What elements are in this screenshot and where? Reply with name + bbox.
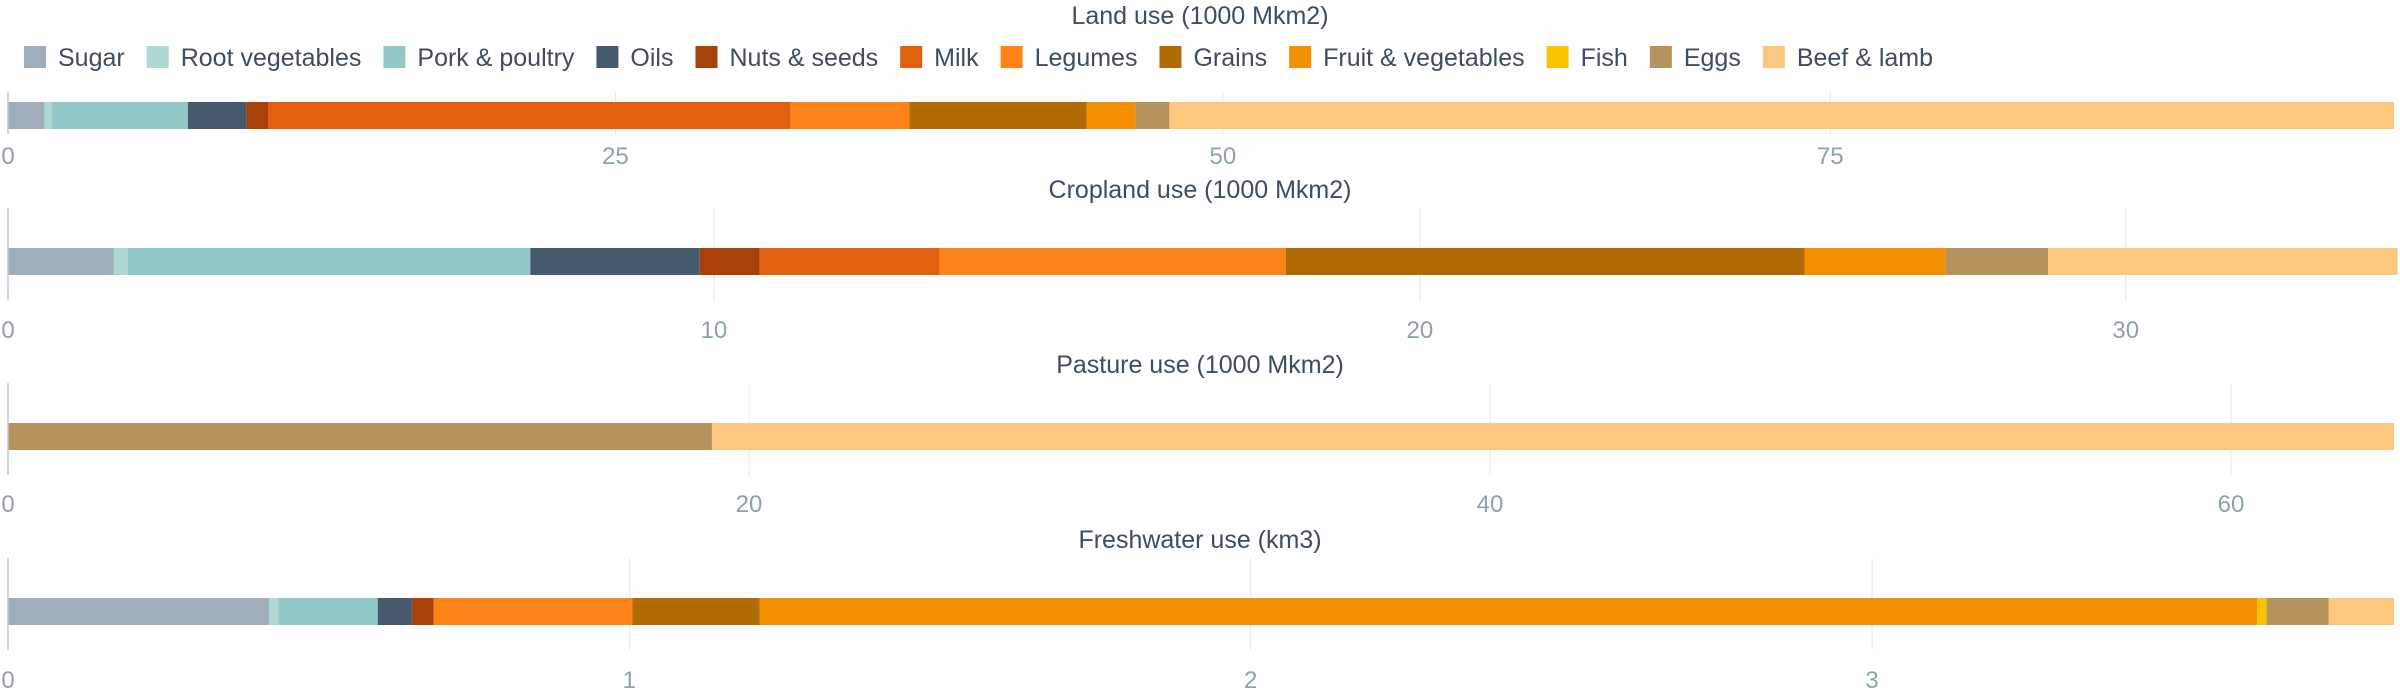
bar-segment-grains[interactable] — [909, 102, 1087, 129]
legend-item-beef-and-lamb[interactable]: Beef & lamb — [1762, 44, 1933, 72]
legend-item-grains[interactable]: Grains — [1159, 44, 1267, 72]
bar-segment-beef-and-lamb[interactable] — [2048, 248, 2398, 275]
panel-pasture-use-1000-mkm2: Pasture use (1000 Mkm2) 0 20 40 60 — [1, 351, 2394, 518]
legend-item-fish[interactable]: Fish — [1546, 44, 1628, 72]
bar-segment-sugar[interactable] — [8, 102, 45, 129]
legend-swatch — [383, 46, 406, 68]
tick-label: 0 — [1, 143, 14, 170]
panel-freshwater-use-km3: Freshwater use (km3) 0 1 2 3 — [1, 526, 2394, 694]
legend-swatch — [146, 46, 169, 68]
bar-segment-nuts-and-seeds[interactable] — [411, 598, 434, 625]
bar-segment-pork-and-poultry[interactable] — [128, 248, 531, 275]
legend-item-sugar[interactable]: Sugar — [24, 44, 125, 72]
legend-swatch — [1000, 46, 1023, 68]
bar-segment-fruit-and-vegetables[interactable] — [1804, 248, 1946, 275]
panel-title: Cropland use (1000 Mkm2) — [1049, 176, 1352, 204]
legend-label: Grains — [1193, 44, 1267, 72]
legend-item-eggs[interactable]: Eggs — [1649, 44, 1741, 72]
tick-label: 20 — [736, 491, 763, 518]
bar-segment-legumes[interactable] — [939, 248, 1286, 275]
panel-land-use-1000-mkm2: Land use (1000 Mkm2) 0 25 50 75 — [1, 2, 2394, 170]
bar-segment-nuts-and-seeds[interactable] — [699, 248, 760, 275]
legend-label: Oils — [630, 44, 673, 72]
legend-swatch — [24, 46, 46, 68]
bar-segment-grains[interactable] — [1285, 248, 1805, 275]
bar-segment-legumes[interactable] — [433, 598, 633, 625]
bar-segment-fish[interactable] — [2257, 598, 2267, 625]
panel-title: Land use (1000 Mkm2) — [1071, 2, 1328, 30]
legend-swatch — [1289, 46, 1312, 68]
legend-item-pork-and-poultry[interactable]: Pork & poultry — [383, 44, 575, 72]
tick-label: 50 — [1210, 143, 1237, 170]
tick-label: 25 — [602, 143, 629, 170]
legend-swatch — [1546, 46, 1569, 68]
bar-segment-root-vegetables[interactable] — [268, 598, 279, 625]
legend-label: Root vegetables — [181, 44, 362, 72]
bar-segment-milk[interactable] — [759, 248, 940, 275]
legend-item-oils[interactable]: Oils — [596, 44, 673, 72]
tick-label: 2 — [1244, 667, 1257, 694]
legend-swatch — [1762, 46, 1785, 68]
bar-segment-eggs[interactable] — [2266, 598, 2329, 625]
bar-segment-oils[interactable] — [530, 248, 700, 275]
legend-label: Milk — [934, 44, 979, 72]
bar-segment-fruit-and-vegetables[interactable] — [1086, 102, 1136, 129]
bar-segment-oils[interactable] — [377, 598, 412, 625]
panel-title: Pasture use (1000 Mkm2) — [1056, 351, 1344, 379]
tick-label: 0 — [1, 667, 14, 694]
bar-segment-sugar[interactable] — [8, 598, 269, 625]
legend-item-nuts-and-seeds[interactable]: Nuts & seeds — [695, 44, 878, 72]
bar-segment-oils[interactable] — [187, 102, 247, 129]
bar-segment-root-vegetables[interactable] — [44, 102, 52, 129]
bar-segment-sugar[interactable] — [8, 248, 114, 275]
legend-item-legumes[interactable]: Legumes — [1000, 44, 1138, 72]
bar-segment-beef-and-lamb[interactable] — [2328, 598, 2394, 625]
legend-label: Pork & poultry — [417, 44, 575, 72]
bar-segment-beef-and-lamb[interactable] — [1169, 102, 2394, 129]
bar-segment-pork-and-poultry[interactable] — [278, 598, 378, 625]
legend-swatch — [900, 46, 923, 68]
bar-segment-legumes[interactable] — [790, 102, 910, 129]
bar-segment-eggs[interactable] — [8, 423, 712, 450]
bar-segment-eggs[interactable] — [1945, 248, 2049, 275]
bar-segment-beef-and-lamb[interactable] — [711, 423, 2394, 450]
tick-label: 75 — [1817, 143, 1844, 170]
legend: Sugar Root vegetables Pork & poultry Oils Nu… — [24, 44, 1933, 72]
bar-segment-root-vegetables[interactable] — [113, 248, 129, 275]
legend-label: Fish — [1581, 44, 1628, 72]
legend-item-root-vegetables[interactable]: Root vegetables — [146, 44, 362, 72]
legend-item-fruit-and-vegetables[interactable]: Fruit & vegetables — [1289, 44, 1525, 72]
bar-segment-grains[interactable] — [632, 598, 760, 625]
tick-label: 0 — [1, 491, 14, 518]
legend-item-milk[interactable]: Milk — [900, 44, 979, 72]
tick-label: 30 — [2112, 317, 2139, 344]
bar-segment-nuts-and-seeds[interactable] — [246, 102, 268, 129]
tick-label: 20 — [1406, 317, 1433, 344]
tick-label: 1 — [623, 667, 636, 694]
tick-label: 3 — [1865, 667, 1878, 694]
legend-swatch — [1649, 46, 1672, 68]
bar-segment-eggs[interactable] — [1135, 102, 1170, 129]
bar-segment-fruit-and-vegetables[interactable] — [759, 598, 2258, 625]
legend-label: Legumes — [1035, 44, 1138, 72]
panel-title: Freshwater use (km3) — [1078, 526, 1321, 554]
legend-swatch — [596, 46, 619, 68]
tick-label: 40 — [1477, 491, 1504, 518]
legend-label: Nuts & seeds — [729, 44, 878, 72]
legend-label: Fruit & vegetables — [1323, 44, 1525, 72]
bar-segment-pork-and-poultry[interactable] — [51, 102, 188, 129]
tick-label: 0 — [1, 317, 14, 344]
legend-label: Beef & lamb — [1797, 44, 1933, 72]
tick-label: 10 — [701, 317, 728, 344]
tick-label: 60 — [2218, 491, 2245, 518]
panel-cropland-use-1000-mkm2: Cropland use (1000 Mkm2) 0 10 20 30 — [1, 176, 2398, 344]
legend-swatch — [695, 46, 718, 68]
legend-label: Sugar — [58, 44, 125, 72]
bar-segment-milk[interactable] — [267, 102, 791, 129]
legend-label: Eggs — [1684, 44, 1741, 72]
legend-swatch — [1159, 46, 1182, 68]
